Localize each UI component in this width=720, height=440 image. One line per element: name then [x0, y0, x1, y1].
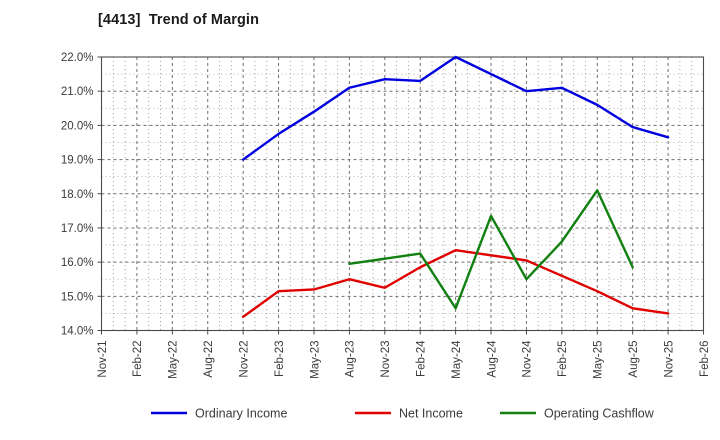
y-axis-tick-label: 22.0% [61, 52, 94, 64]
y-axis-tick-label: 21.0% [61, 86, 94, 98]
x-axis-tick-label: Nov-25 [663, 341, 675, 378]
x-axis-tick-label: May-23 [309, 341, 321, 379]
y-axis-tick-label: 19.0% [61, 155, 94, 167]
series-line-net-income [241, 248, 670, 319]
x-axis-tick-label: Feb-24 [416, 340, 428, 377]
x-axis-tick-label: Nov-22 [238, 341, 250, 378]
y-axis-ticks: 14.0% 15.0% 16.0% 17.0% 18.0% 19.0% 20.0% 21.0%… [61, 52, 102, 338]
series-line-operating-cashflow [348, 189, 634, 310]
x-axis-tick-label: Feb-23 [274, 341, 286, 377]
x-axis-tick-label: Nov-21 [97, 341, 109, 378]
y-axis-tick-label: 20.0% [61, 120, 94, 132]
x-axis-tick-label: Nov-24 [522, 340, 534, 378]
y-axis-tick-label: 18.0% [61, 189, 94, 201]
x-axis-tick-label: May-22 [168, 341, 180, 379]
series-lines [241, 55, 670, 319]
y-axis-tick-label: 15.0% [61, 291, 94, 303]
x-axis-tick-label: Aug-24 [486, 340, 498, 378]
x-axis-tick-label: Aug-22 [203, 341, 215, 378]
legend-label-net-income: Net Income [399, 407, 463, 421]
x-axis-tick-label: Aug-25 [628, 341, 640, 378]
legend: Ordinary Income Net Income Operating Cashf… [151, 407, 655, 421]
x-axis-tick-label: Feb-26 [699, 341, 711, 377]
legend-label-ordinary-income: Ordinary Income [195, 407, 287, 421]
x-axis-tick-label: May-24 [451, 340, 463, 379]
x-axis-tick-label: Feb-25 [557, 341, 569, 377]
y-axis-tick-label: 16.0% [61, 257, 94, 269]
x-axis-tick-label: May-25 [593, 341, 605, 379]
chart-title: [4413] Trend of Margin [98, 12, 260, 28]
grid-major-lines [101, 56, 704, 331]
x-axis-tick-label: Aug-23 [345, 341, 357, 378]
x-axis-tick-label: Nov-23 [380, 341, 392, 378]
y-axis-tick-label: 17.0% [61, 223, 94, 235]
series-line-ordinary-income [241, 55, 670, 161]
y-axis-tick-label: 14.0% [61, 326, 94, 338]
x-axis-tick-label: Feb-22 [132, 341, 144, 377]
legend-label-operating-cashflow: Operating Cashflow [544, 407, 655, 421]
x-axis-ticks: Nov-21 Feb-22 May-22 Aug-22 Nov-22 Feb-23 May-… [97, 330, 711, 379]
